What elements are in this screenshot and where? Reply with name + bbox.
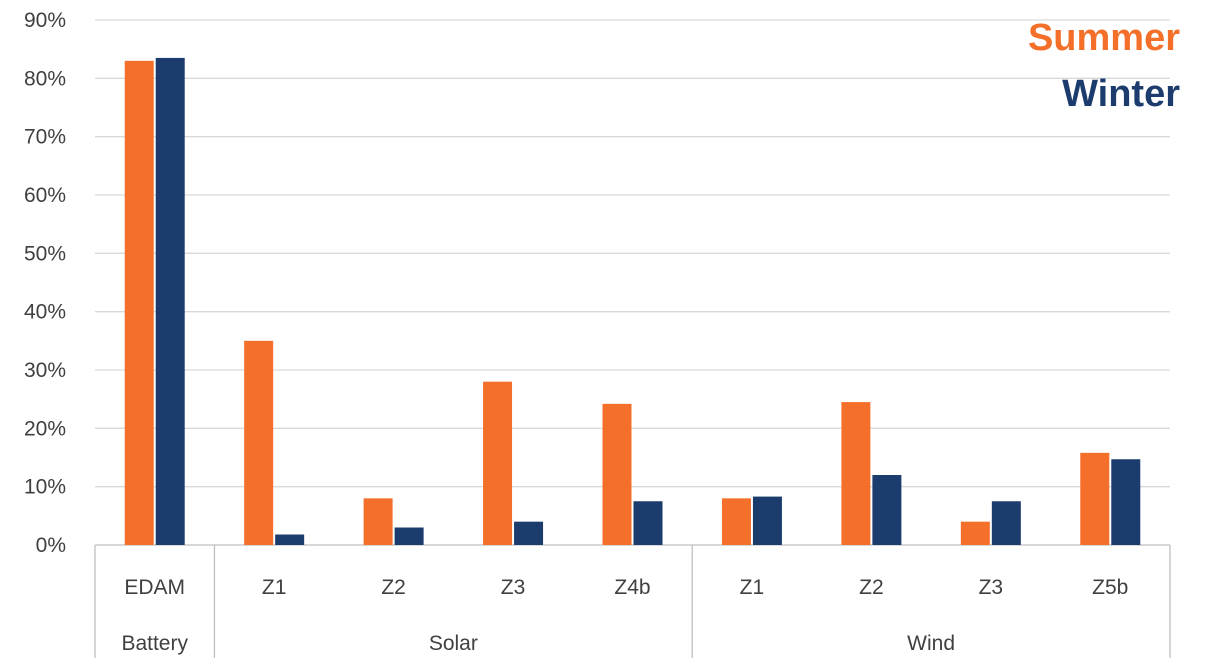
bar-winter-7 xyxy=(991,501,1021,545)
group-label: Wind xyxy=(907,632,955,655)
y-tick-label: 60% xyxy=(24,184,66,207)
category-label: Z2 xyxy=(381,576,406,599)
bar-winter-3 xyxy=(514,521,544,545)
category-label: Z1 xyxy=(262,576,287,599)
bar-winter-5 xyxy=(752,496,782,545)
y-tick-label: 20% xyxy=(24,417,66,440)
bar-summer-1 xyxy=(244,340,274,545)
bar-winter-8 xyxy=(1111,459,1141,545)
bar-winter-4 xyxy=(633,501,663,545)
bar-summer-4 xyxy=(602,403,632,545)
y-axis-tick-labels: 0% 10% 20% 30% 40% 50% 60% 70% 80% 90% xyxy=(24,9,66,557)
legend: Summer Winter xyxy=(1028,17,1180,115)
bars xyxy=(124,57,1141,546)
bar-summer-7 xyxy=(960,521,990,545)
y-tick-label: 50% xyxy=(24,242,66,265)
bar-winter-1 xyxy=(275,534,305,545)
bar-winter-0 xyxy=(155,57,185,546)
y-tick-label: 80% xyxy=(24,67,66,90)
bar-winter-6 xyxy=(872,475,902,545)
category-label: Z3 xyxy=(501,576,526,599)
category-label: Z5b xyxy=(1092,576,1128,599)
category-label: Z3 xyxy=(979,576,1004,599)
legend-summer: Summer xyxy=(1028,17,1180,59)
x-axis: EDAM Battery Z1 Z2 Z3 Z4b Solar Z1 Z2 Z3 Z5b Wind xyxy=(94,545,1171,658)
bar-summer-0 xyxy=(124,60,154,545)
bar-summer-3 xyxy=(483,381,513,545)
group-label: Solar xyxy=(429,632,478,655)
bar-winter-2 xyxy=(394,527,424,545)
y-tick-label: 90% xyxy=(24,9,66,32)
y-tick-label: 10% xyxy=(24,476,66,499)
bar-summer-5 xyxy=(721,498,751,545)
category-label: Z4b xyxy=(614,576,650,599)
y-tick-label: 30% xyxy=(24,359,66,382)
bar-summer-8 xyxy=(1080,452,1110,545)
category-label: Z1 xyxy=(740,576,765,599)
bar-summer-6 xyxy=(841,402,871,545)
y-tick-label: 40% xyxy=(24,301,66,324)
legend-winter: Winter xyxy=(1062,73,1180,115)
y-tick-label: 0% xyxy=(36,534,66,557)
gridlines xyxy=(95,19,1170,546)
group-label: Battery xyxy=(121,632,188,655)
category-label: Z2 xyxy=(859,576,884,599)
bar-summer-2 xyxy=(363,498,393,545)
category-label: EDAM xyxy=(124,576,185,599)
y-tick-label: 70% xyxy=(24,126,66,149)
